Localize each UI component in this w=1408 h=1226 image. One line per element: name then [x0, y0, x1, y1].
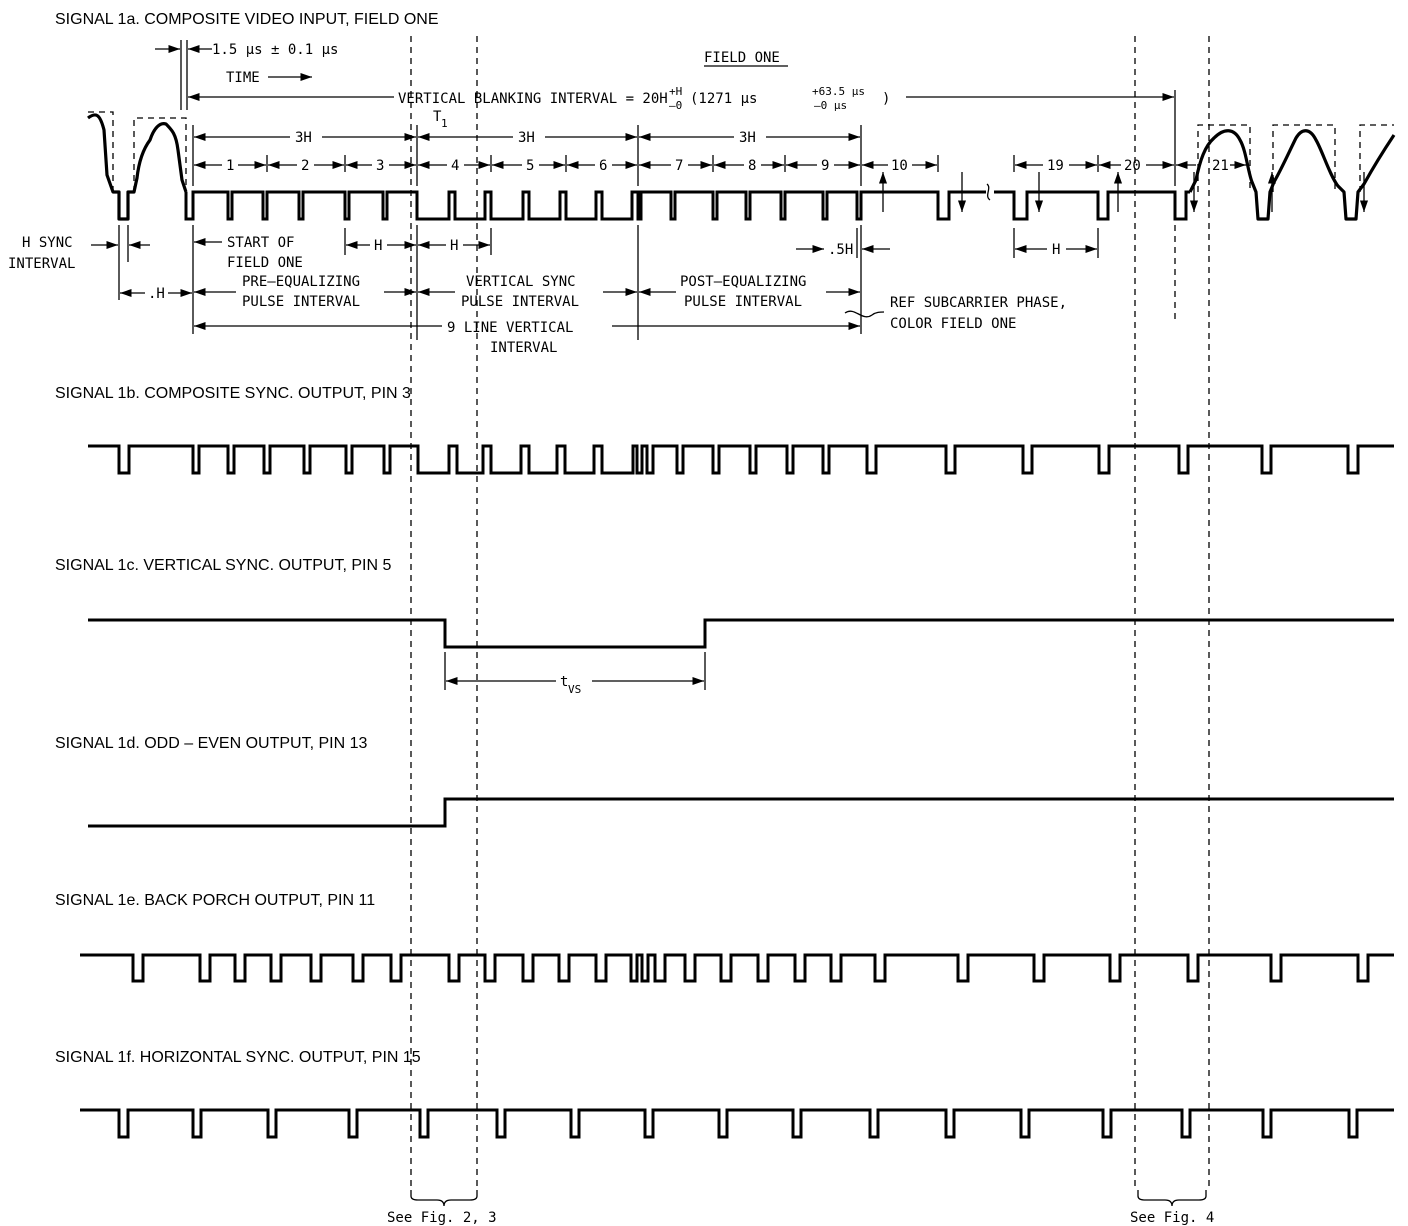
- line-number-6: 6: [599, 158, 607, 174]
- start-of-field-line2: FIELD ONE: [227, 255, 303, 271]
- video-after-field: [1188, 129, 1396, 221]
- dot-h-label: .H: [148, 286, 165, 302]
- video-before-field: [87, 113, 188, 221]
- 3h-label-3: 3H: [739, 130, 756, 146]
- start-of-field-line1: START OF: [227, 235, 294, 251]
- line-number-9: 9: [821, 158, 829, 174]
- t1-label: T: [433, 109, 442, 125]
- signal-1f-waveform: [80, 1108, 1394, 1139]
- h-label-2: H: [450, 238, 458, 254]
- h-sync-label-line2: INTERVAL: [8, 256, 75, 272]
- tvs-sub: VS: [568, 683, 581, 696]
- nine-line-line2: INTERVAL: [490, 340, 557, 356]
- line-number-20: 20: [1124, 158, 1141, 174]
- line-number-2: 2: [301, 158, 309, 174]
- t1-sub: 1: [441, 117, 448, 130]
- fig-2-3-reference: See Fig. 2, 3: [387, 1190, 497, 1226]
- half-h-label: .5H: [828, 242, 853, 258]
- vbi-label: VERTICAL BLANKING INTERVAL = 20H: [398, 91, 668, 107]
- signal-1b-waveform: [88, 444, 1394, 475]
- signal-1c-title: SIGNAL 1c. VERTICAL SYNC. OUTPUT, PIN 5: [55, 557, 391, 574]
- post-eq-line2: PULSE INTERVAL: [684, 294, 802, 310]
- vsync-interval-line2: PULSE INTERVAL: [461, 294, 579, 310]
- signal-1e-waveform: [80, 953, 1394, 983]
- line-number-5: 5: [526, 158, 534, 174]
- line-number-7: 7: [675, 158, 683, 174]
- signal-1f-title: SIGNAL 1f. HORIZONTAL SYNC. OUTPUT, PIN …: [55, 1049, 421, 1066]
- 3h-label-1: 3H: [295, 130, 312, 146]
- vbi-tol-minus: –0: [669, 99, 682, 112]
- line-number-1: 1: [226, 158, 234, 174]
- vbi-value: (1271 µs: [690, 91, 757, 107]
- signal-1a-pulse-train: [184, 190, 986, 221]
- h-label-3: H: [1052, 242, 1060, 258]
- sync-width-label: 1.5 µs ± 0.1 µs: [212, 42, 338, 58]
- signal-1a-waveform: [87, 111, 1396, 221]
- fig-4-reference: See Fig. 4: [1130, 1190, 1214, 1226]
- ref-subcarrier-line1: REF SUBCARRIER PHASE,: [890, 295, 1067, 311]
- 3h-label-2: 3H: [518, 130, 535, 146]
- signal-1d-waveform: [88, 797, 1394, 828]
- vbi-sub: –0 µs: [814, 99, 847, 112]
- see-fig-4: See Fig. 4: [1130, 1210, 1214, 1226]
- ref-subcarrier-line2: COLOR FIELD ONE: [890, 316, 1016, 332]
- time-label: TIME: [226, 70, 260, 86]
- pre-eq-line2: PULSE INTERVAL: [242, 294, 360, 310]
- vbi-sup: +63.5 µs: [812, 85, 865, 98]
- line-number-8: 8: [748, 158, 756, 174]
- signal-1a-title: SIGNAL 1a. COMPOSITE VIDEO INPUT, FIELD …: [55, 11, 439, 28]
- see-fig-2-3: See Fig. 2, 3: [387, 1210, 497, 1226]
- signal-1b-title: SIGNAL 1b. COMPOSITE SYNC. OUTPUT, PIN 3: [55, 385, 411, 402]
- vsync-interval-line1: VERTICAL SYNC: [466, 274, 576, 290]
- nine-line-line1: 9 LINE VERTICAL: [447, 320, 573, 336]
- line-number-21: 21: [1212, 158, 1229, 174]
- tvs-dimension: t VS: [444, 652, 706, 696]
- line-number-10: 10: [891, 158, 908, 174]
- signal-1d-title: SIGNAL 1d. ODD – EVEN OUTPUT, PIN 13: [55, 735, 367, 752]
- vbi-close: ): [882, 91, 890, 107]
- h-sync-label-line1: H SYNC: [22, 235, 73, 251]
- field-one-heading: FIELD ONE: [704, 50, 780, 66]
- reference-dashed-lines: [410, 36, 1210, 1188]
- line-number-3: 3: [376, 158, 384, 174]
- pre-eq-line1: PRE–EQUALIZING: [242, 274, 360, 290]
- line-number-19: 19: [1047, 158, 1064, 174]
- post-eq-line1: POST–EQUALIZING: [680, 274, 806, 290]
- signal-1e-title: SIGNAL 1e. BACK PORCH OUTPUT, PIN 11: [55, 892, 375, 909]
- signal-1c-waveform: [88, 618, 1394, 649]
- line-number-4: 4: [451, 158, 459, 174]
- tvs-label: t: [560, 674, 568, 690]
- signal-1a-annotations: 1.5 µs ± 0.1 µs TIME FIELD ONE VERTICAL …: [8, 40, 1369, 356]
- vbi-tol-plus: +H: [669, 85, 682, 98]
- h-label-1: H: [374, 238, 382, 254]
